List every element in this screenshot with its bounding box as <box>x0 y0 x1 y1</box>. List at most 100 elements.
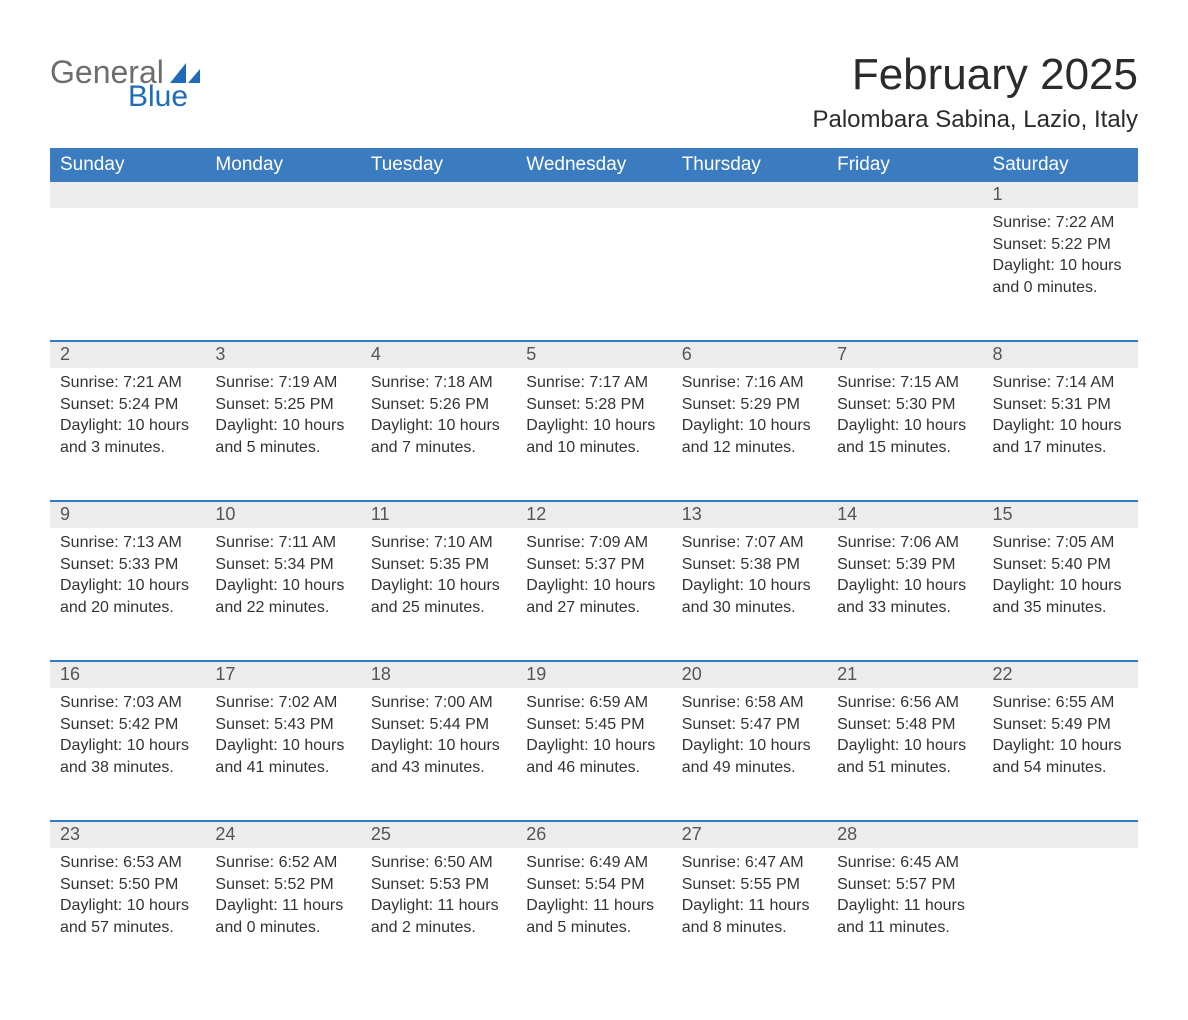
day-cell-number: 6 <box>672 340 827 368</box>
weekday-header-row: Sunday Monday Tuesday Wednesday Thursday… <box>50 148 1138 182</box>
day-number: 8 <box>983 342 1138 368</box>
day-number: 2 <box>50 342 205 368</box>
sunset-text: Sunset: 5:24 PM <box>60 394 195 416</box>
week-content-row: Sunrise: 7:13 AMSunset: 5:33 PMDaylight:… <box>50 528 1138 660</box>
day-number <box>516 182 671 208</box>
day-cell-number: 12 <box>516 500 671 528</box>
day-number <box>672 182 827 208</box>
day-number: 12 <box>516 502 671 528</box>
daylight-text: Daylight: 11 hours and 0 minutes. <box>215 895 350 938</box>
day-cell-content <box>827 208 982 340</box>
day-cell-number: 11 <box>361 500 516 528</box>
day-cell-number <box>361 182 516 208</box>
sunrise-text: Sunrise: 7:06 AM <box>837 532 972 554</box>
sunset-text: Sunset: 5:50 PM <box>60 874 195 896</box>
sunset-text: Sunset: 5:47 PM <box>682 714 817 736</box>
day-cell-content: Sunrise: 7:16 AMSunset: 5:29 PMDaylight:… <box>672 368 827 500</box>
day-cell-content: Sunrise: 6:49 AMSunset: 5:54 PMDaylight:… <box>516 848 671 980</box>
sunrise-text: Sunrise: 7:16 AM <box>682 372 817 394</box>
logo-word-blue: Blue <box>128 82 200 112</box>
sunrise-text: Sunrise: 7:02 AM <box>215 692 350 714</box>
day-cell-content: Sunrise: 7:18 AMSunset: 5:26 PMDaylight:… <box>361 368 516 500</box>
daylight-text: Daylight: 10 hours and 54 minutes. <box>993 735 1128 778</box>
day-cell-number <box>827 182 982 208</box>
day-number: 4 <box>361 342 516 368</box>
day-cell-number: 2 <box>50 340 205 368</box>
sunset-text: Sunset: 5:44 PM <box>371 714 506 736</box>
month-title: February 2025 <box>812 50 1138 100</box>
sunset-text: Sunset: 5:34 PM <box>215 554 350 576</box>
sunrise-text: Sunrise: 7:09 AM <box>526 532 661 554</box>
daylight-text: Daylight: 11 hours and 2 minutes. <box>371 895 506 938</box>
week-content-row: Sunrise: 7:21 AMSunset: 5:24 PM Daylight:… <box>50 368 1138 500</box>
weekday-header: Tuesday <box>361 148 516 182</box>
daylight-text: Daylight: 10 hours and 17 minutes. <box>993 415 1128 458</box>
sunset-text: Sunset: 5:22 PM <box>993 234 1128 256</box>
daylight-text: Daylight: 10 hours and 30 minutes. <box>682 575 817 618</box>
sunset-text: Sunset: 5:35 PM <box>371 554 506 576</box>
day-number: 5 <box>516 342 671 368</box>
daylight-text: Daylight: 10 hours and 41 minutes. <box>215 735 350 778</box>
day-cell-number: 18 <box>361 660 516 688</box>
calendar-table: Sunday Monday Tuesday Wednesday Thursday… <box>50 148 1138 980</box>
day-cell-number: 16 <box>50 660 205 688</box>
location-subtitle: Palombara Sabina, Lazio, Italy <box>812 106 1138 134</box>
daylight-text: Daylight: 10 hours and 57 minutes. <box>60 895 195 938</box>
day-cell-content: Sunrise: 7:22 AMSunset: 5:22 PMDaylight:… <box>983 208 1138 340</box>
day-number: 27 <box>672 822 827 848</box>
day-cell-number <box>516 182 671 208</box>
sunrise-text: Sunrise: 7:00 AM <box>371 692 506 714</box>
sunrise-text: Sunrise: 6:59 AM <box>526 692 661 714</box>
day-number: 20 <box>672 662 827 688</box>
day-cell-number: 26 <box>516 820 671 848</box>
day-number: 6 <box>672 342 827 368</box>
week-content-row: Sunrise: 6:53 AMSunset: 5:50 PMDaylight:… <box>50 848 1138 980</box>
day-cell-number <box>50 182 205 208</box>
daylight-text: Daylight: 10 hours and 0 minutes. <box>993 255 1128 298</box>
day-cell-number: 8 <box>983 340 1138 368</box>
day-number <box>827 182 982 208</box>
sunset-text: Sunset: 5:25 PM <box>215 394 350 416</box>
daylight-text: Daylight: 10 hours and 20 minutes. <box>60 575 195 618</box>
week-daynum-row: 2345678 <box>50 340 1138 368</box>
calendar-body: 1Sunrise: 7:22 AMSunset: 5:22 PMDaylight… <box>50 182 1138 980</box>
sunset-text: Sunset: 5:45 PM <box>526 714 661 736</box>
sunset-text: Sunset: 5:37 PM <box>526 554 661 576</box>
day-cell-number: 23 <box>50 820 205 848</box>
day-cell-content: Sunrise: 7:21 AMSunset: 5:24 PMDaylight:… <box>50 368 205 500</box>
day-number: 23 <box>50 822 205 848</box>
sunset-text: Sunset: 5:38 PM <box>682 554 817 576</box>
sunrise-text: Sunrise: 6:50 AM <box>371 852 506 874</box>
day-number: 24 <box>205 822 360 848</box>
sunset-text: Sunset: 5:54 PM <box>526 874 661 896</box>
day-cell-number: 4 <box>361 340 516 368</box>
day-cell-number: 10 <box>205 500 360 528</box>
sunrise-text: Sunrise: 6:56 AM <box>837 692 972 714</box>
daylight-text: Daylight: 10 hours and 43 minutes. <box>371 735 506 778</box>
day-number: 28 <box>827 822 982 848</box>
day-cell-number: 9 <box>50 500 205 528</box>
day-cell-content: Sunrise: 7:11 AMSunset: 5:34 PMDaylight:… <box>205 528 360 660</box>
daylight-text: Daylight: 10 hours and 27 minutes. <box>526 575 661 618</box>
day-cell-content <box>205 208 360 340</box>
day-cell-content: Sunrise: 6:47 AMSunset: 5:55 PMDaylight:… <box>672 848 827 980</box>
day-cell-number: 20 <box>672 660 827 688</box>
day-number: 18 <box>361 662 516 688</box>
day-number: 21 <box>827 662 982 688</box>
sunrise-text: Sunrise: 7:10 AM <box>371 532 506 554</box>
day-number: 19 <box>516 662 671 688</box>
day-cell-content: Sunrise: 7:19 AMSunset: 5:25 PMDaylight:… <box>205 368 360 500</box>
day-number: 10 <box>205 502 360 528</box>
sunrise-text: Sunrise: 7:21 AM <box>60 372 195 394</box>
weekday-header: Wednesday <box>516 148 671 182</box>
sunrise-text: Sunrise: 7:03 AM <box>60 692 195 714</box>
day-cell-number: 5 <box>516 340 671 368</box>
sunrise-text: Sunrise: 7:13 AM <box>60 532 195 554</box>
sunset-text: Sunset: 5:31 PM <box>993 394 1128 416</box>
day-cell-content: Sunrise: 7:17 AMSunset: 5:28 PMDaylight:… <box>516 368 671 500</box>
day-cell-content: Sunrise: 6:58 AMSunset: 5:47 PMDaylight:… <box>672 688 827 820</box>
daylight-text: Daylight: 10 hours and 5 minutes. <box>215 415 350 458</box>
day-cell-content: Sunrise: 6:45 AMSunset: 5:57 PMDaylight:… <box>827 848 982 980</box>
sunrise-text: Sunrise: 7:14 AM <box>993 372 1128 394</box>
daylight-text: Daylight: 10 hours and 22 minutes. <box>215 575 350 618</box>
